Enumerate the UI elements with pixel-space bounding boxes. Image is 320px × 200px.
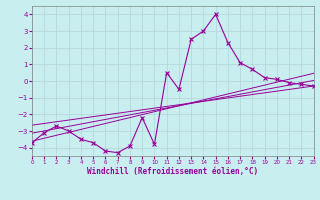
X-axis label: Windchill (Refroidissement éolien,°C): Windchill (Refroidissement éolien,°C): [87, 167, 258, 176]
